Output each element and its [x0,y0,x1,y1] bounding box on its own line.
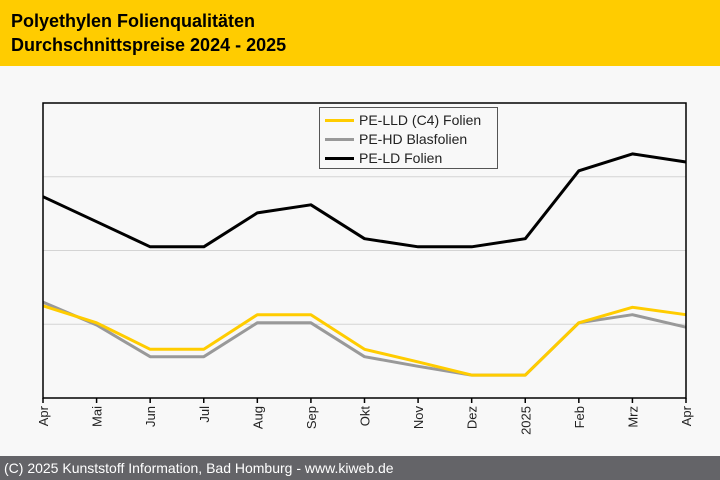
series-line-pe-hd-blasfolien [42,300,687,377]
x-tick-label: Jun [143,406,158,427]
chart-title-line2: Durchschnittspreise 2024 - 2025 [11,35,287,55]
legend-item-pe-ld: PE-LD Folien [325,149,442,167]
footer-bar: (C) 2025 Kunststoff Information, Bad Hom… [0,456,720,480]
copyright-text: (C) 2025 Kunststoff Information, Bad Hom… [4,460,394,476]
x-tick-label: Apr [36,405,51,426]
legend-swatch-pe-hd [325,137,354,141]
series-lines [42,152,687,377]
x-tick-label: Sep [304,406,319,429]
x-tick-label: 2025 [518,406,533,435]
x-ticks: Apr Mai Jun Jul Aug Sep Okt Nov Dez 2025 Feb Mrz Apr [36,398,694,435]
x-tick-label: Jul [197,406,212,423]
legend-label-pe-hd: PE-HD Blasfolien [359,131,468,147]
legend-label-pe-ld: PE-LD Folien [359,150,443,166]
x-tick-label: Nov [411,406,426,430]
x-tick-label: Feb [572,406,587,428]
legend-item-pe-hd: PE-HD Blasfolien [325,130,467,148]
legend-swatch-pe-ld [325,156,354,160]
x-tick-label: Okt [358,406,373,427]
legend-label-pe-lld: PE-LLD (C4) Folien [359,112,482,128]
x-tick-label: Apr [679,405,694,426]
x-tick-label: Dez [465,406,480,429]
x-tick-label: Mai [90,406,105,427]
x-tick-label: Aug [250,406,265,429]
header-bar: Polyethylen Folienqualitäten Durchschnit… [0,0,720,66]
line-chart: Apr Mai Jun Jul Aug Sep Okt Nov Dez 2025 Feb Mrz Apr [36,102,694,435]
series-line-pe-lld-c4-folien [42,304,687,377]
x-tick-label: Mrz [625,406,640,428]
chart-title-line1: Polyethylen Folienqualitäten [11,11,256,31]
gridlines [43,176,686,325]
legend: PE-LLD (C4) Folien PE-HD Blasfolien PE-L… [319,107,498,169]
legend-swatch-pe-lld [325,118,354,122]
legend-item-pe-lld: PE-LLD (C4) Folien [325,111,481,129]
